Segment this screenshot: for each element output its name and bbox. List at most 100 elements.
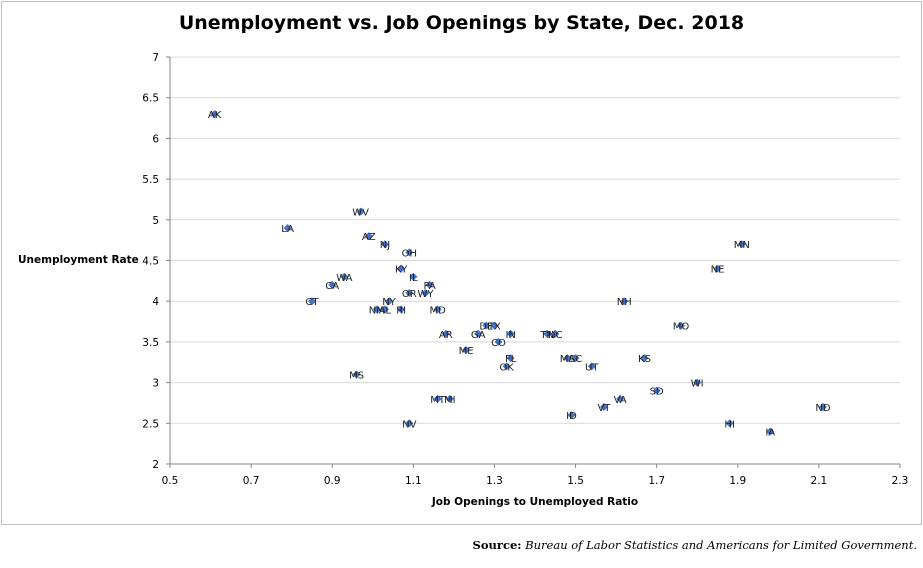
point-label: CT xyxy=(305,297,319,308)
y-tick-label: 6.5 xyxy=(142,93,159,105)
data-point-ny: NY xyxy=(382,297,397,308)
point-marker xyxy=(737,240,746,249)
y-tick-label: 4.5 xyxy=(142,256,159,268)
data-point-ky: KY xyxy=(395,264,408,276)
point-label: ND xyxy=(815,403,830,414)
x-tick-label: 0.9 xyxy=(324,475,341,487)
data-point-tx: TX xyxy=(487,321,501,333)
point-marker xyxy=(616,394,625,403)
point-label: NC xyxy=(548,330,562,341)
point-marker xyxy=(433,305,442,314)
point-label: MT xyxy=(430,395,446,406)
point-label: NY xyxy=(382,297,396,308)
data-point-ak: AK xyxy=(208,109,222,121)
point-label: CO xyxy=(491,338,506,349)
data-point-il: IL xyxy=(409,272,418,284)
point-marker xyxy=(563,354,572,363)
point-label: SD xyxy=(650,387,664,398)
data-point-in: IN xyxy=(505,329,516,341)
data-point-la: LA xyxy=(281,223,294,235)
point-label: NV xyxy=(402,419,416,430)
data-point-az: AZ xyxy=(362,232,376,243)
y-tick-label: 3.5 xyxy=(142,337,159,349)
point-marker xyxy=(405,248,414,257)
data-point-nd: ND xyxy=(815,403,831,414)
data-point-fl: FL xyxy=(505,354,517,365)
data-point-nm: NM xyxy=(369,305,385,316)
point-label: WI xyxy=(691,379,704,390)
data-point-sd: SD xyxy=(650,386,664,398)
point-marker xyxy=(506,354,515,363)
point-label: AZ xyxy=(362,232,376,243)
data-point-pa: PA xyxy=(423,280,436,292)
data-point-mn: MN xyxy=(734,240,750,251)
x-tick-label: 1.9 xyxy=(729,475,746,487)
y-tick-label: 4 xyxy=(152,296,159,308)
data-point-ut: UT xyxy=(585,362,599,373)
point-marker xyxy=(445,394,454,403)
point-label: VT xyxy=(597,403,611,414)
point-marker xyxy=(506,329,515,338)
point-marker xyxy=(587,362,596,371)
point-marker xyxy=(380,240,389,249)
data-point-sc: SC xyxy=(569,354,582,365)
x-tick-label: 1.3 xyxy=(486,475,503,487)
point-label: DE xyxy=(479,322,493,333)
point-label: NH xyxy=(617,297,632,308)
data-point-tn: TN xyxy=(539,329,554,341)
point-marker xyxy=(425,280,434,289)
point-label: ME xyxy=(459,346,474,357)
point-marker xyxy=(405,419,414,428)
point-marker xyxy=(677,321,685,330)
point-label: TX xyxy=(487,322,501,333)
point-label: AR xyxy=(439,330,453,341)
point-label: MS xyxy=(349,370,364,381)
point-marker xyxy=(640,354,649,363)
data-point-nv: NV xyxy=(402,419,417,430)
point-marker xyxy=(307,297,316,306)
point-label: WY xyxy=(418,289,435,300)
point-label: OR xyxy=(402,289,417,300)
data-point-vt: VT xyxy=(597,403,611,414)
point-label: FL xyxy=(505,354,517,365)
point-label: MI xyxy=(444,395,456,406)
data-point-ne: NE xyxy=(711,264,725,276)
point-marker xyxy=(409,272,418,281)
y-tick-labels: 2 2.5 3 3.5 4 4.5 5 5.5 6 6.5 7 xyxy=(142,52,159,471)
point-label: OH xyxy=(402,248,417,259)
point-marker xyxy=(328,280,337,289)
source-label: Source: xyxy=(472,538,522,552)
point-marker xyxy=(543,329,552,338)
data-point-ri: RI xyxy=(396,305,406,316)
point-label: GA xyxy=(471,330,486,341)
data-point-ar: AR xyxy=(439,329,453,341)
point-label: HI xyxy=(724,419,734,430)
point-marker xyxy=(210,109,219,118)
point-label: KY xyxy=(395,265,408,276)
data-point-de: DE xyxy=(479,321,493,333)
data-point-md: MD xyxy=(430,305,446,316)
point-marker xyxy=(380,305,389,314)
data-point-wy: WY xyxy=(418,289,435,300)
data-point-nc: NC xyxy=(548,329,563,341)
chart-title: Unemployment vs. Job Openings by State, … xyxy=(178,12,745,34)
point-label: NE xyxy=(711,265,725,276)
x-tick-label: 1.7 xyxy=(648,475,665,487)
point-label: OK xyxy=(499,362,514,373)
point-marker xyxy=(397,305,406,314)
point-marker xyxy=(693,378,702,387)
y-axis-label: Unemployment Rate xyxy=(18,254,139,266)
data-point-or: OR xyxy=(402,289,417,300)
x-tick-label: 2.3 xyxy=(892,475,909,487)
point-label: SC xyxy=(569,354,582,365)
point-marker xyxy=(567,411,576,420)
data-point-co: CO xyxy=(491,337,506,349)
point-label: UT xyxy=(585,362,599,373)
point-label: NM xyxy=(369,305,385,316)
y-tick-label: 2 xyxy=(152,459,159,471)
point-marker xyxy=(441,329,450,338)
point-label: IN xyxy=(505,330,515,341)
point-marker xyxy=(551,329,560,338)
data-point-me: ME xyxy=(459,346,474,357)
x-axis-label: Job Openings to Unemployed Ratio xyxy=(431,496,639,508)
